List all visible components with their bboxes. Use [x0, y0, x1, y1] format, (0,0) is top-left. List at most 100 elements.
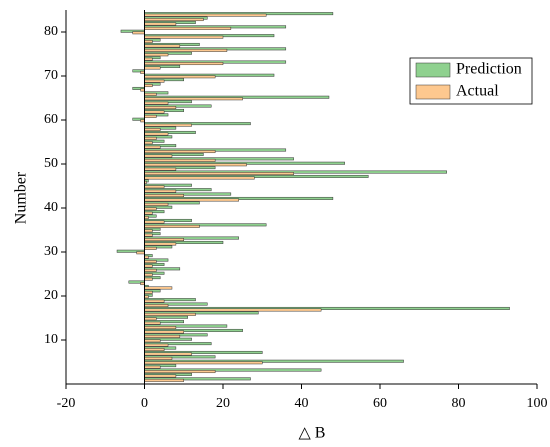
- bar: [144, 295, 149, 299]
- bar: [144, 202, 169, 206]
- bar: [144, 348, 165, 352]
- bar: [144, 163, 247, 167]
- bar: [144, 317, 157, 321]
- bar: [144, 304, 169, 308]
- bar: [144, 211, 153, 215]
- x-axis-label: △ B: [299, 425, 326, 442]
- bar: [144, 339, 161, 343]
- bar: [144, 233, 153, 237]
- bar: [144, 136, 157, 140]
- bar: [144, 66, 161, 70]
- bar: [144, 22, 177, 26]
- bar: [144, 18, 204, 22]
- y-tick-label: 40: [44, 200, 58, 215]
- bar: [144, 35, 224, 39]
- bar: [144, 40, 153, 44]
- y-tick-label: 30: [44, 244, 58, 259]
- bar: [144, 79, 165, 83]
- y-tick-label: 70: [44, 68, 58, 83]
- legend-label: Actual: [456, 83, 499, 100]
- bar: [144, 220, 165, 224]
- bar: [144, 273, 153, 277]
- x-tick-label: 60: [373, 396, 387, 411]
- bar: [144, 321, 161, 325]
- bar: [144, 176, 255, 180]
- bar: [144, 216, 149, 220]
- y-tick-label: 20: [44, 288, 58, 303]
- y-tick-label: 10: [44, 332, 58, 347]
- bar: [144, 312, 196, 316]
- legend-swatch: [415, 84, 451, 100]
- bar: [136, 251, 145, 255]
- bar: [144, 224, 200, 228]
- x-tick-label: 0: [141, 396, 148, 411]
- bar: [140, 88, 145, 92]
- bar: [144, 189, 177, 193]
- bar: [144, 308, 322, 312]
- bar: [144, 374, 177, 378]
- bar: [144, 352, 192, 356]
- bar: [144, 114, 157, 118]
- bar: [144, 242, 177, 246]
- bar: [144, 145, 161, 149]
- bar: [144, 128, 161, 132]
- bar: [144, 57, 153, 61]
- bar: [144, 198, 239, 202]
- bar: [144, 238, 184, 242]
- bar: [144, 290, 153, 294]
- x-tick-label: 40: [295, 396, 309, 411]
- bar: [144, 194, 184, 198]
- bar: [144, 154, 173, 158]
- bar: [144, 26, 232, 30]
- bar: [144, 286, 173, 290]
- bar: [144, 44, 181, 48]
- y-axis-label: Number: [13, 171, 30, 224]
- bar: [144, 246, 157, 250]
- bar: [144, 75, 216, 79]
- bar: [144, 365, 161, 369]
- bar: [144, 370, 216, 374]
- bar: [144, 53, 169, 57]
- bar: [144, 132, 169, 136]
- bar: [144, 92, 157, 96]
- y-tick-label: 50: [44, 156, 58, 171]
- bar: [144, 158, 216, 162]
- bar: [144, 150, 216, 154]
- bar: [144, 268, 157, 272]
- legend-swatch: [415, 62, 451, 78]
- bar: [144, 48, 228, 52]
- bar: [144, 255, 149, 259]
- bar: [144, 97, 243, 101]
- x-tick-label: 20: [216, 396, 230, 411]
- bar: [144, 207, 157, 211]
- bar: [144, 185, 165, 189]
- bar: [144, 334, 181, 338]
- bar: [140, 70, 145, 74]
- y-tick-label: 80: [44, 24, 58, 39]
- bar: [132, 31, 145, 35]
- y-tick-label: 60: [44, 112, 58, 127]
- x-tick-label: 100: [527, 396, 548, 411]
- x-tick-label: -20: [57, 396, 76, 411]
- bar: [144, 356, 173, 360]
- bar: [144, 123, 192, 127]
- bar: [144, 343, 169, 347]
- bar: [144, 141, 153, 145]
- bar: [144, 229, 153, 233]
- bar: [144, 172, 294, 176]
- bar: [144, 378, 184, 382]
- bar: [140, 282, 145, 286]
- bar: [144, 277, 153, 281]
- bar: [144, 84, 153, 88]
- bar: [144, 326, 177, 330]
- legend-label: Prediction: [456, 61, 522, 78]
- bar: [144, 106, 177, 110]
- bar: [144, 101, 169, 105]
- bar: [144, 330, 184, 334]
- bar: [144, 299, 165, 303]
- x-tick-label: 80: [452, 396, 466, 411]
- bar: [144, 62, 224, 66]
- bar: [144, 167, 177, 171]
- bar: [144, 260, 157, 264]
